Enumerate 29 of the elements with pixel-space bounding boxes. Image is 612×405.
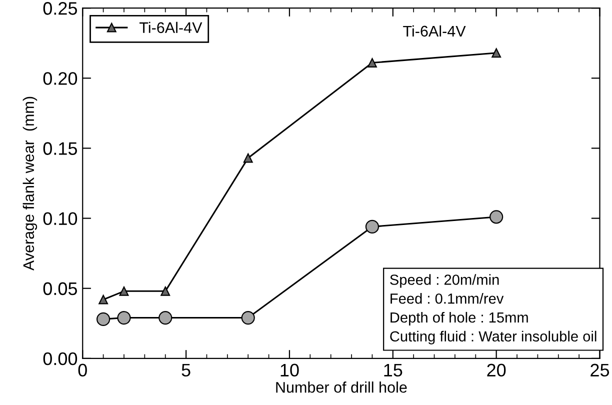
y-tick-label: 0.15: [43, 142, 78, 155]
y-axis-title: Average flank wear (mm): [22, 96, 38, 271]
point: [365, 220, 380, 234]
point: [96, 312, 110, 326]
point: [119, 286, 129, 296]
point: [158, 310, 172, 325]
x-tick-label: 0: [78, 364, 87, 377]
point: [243, 153, 253, 163]
point: [490, 210, 504, 224]
y-tick-label: 0.05: [43, 282, 78, 296]
point: [241, 310, 255, 325]
y-tick-label: 0.20: [43, 72, 78, 85]
point: [160, 286, 170, 296]
x-tick-label: 5: [182, 364, 190, 377]
y-tick-label: 0.25: [43, 2, 78, 15]
y-tick-label: 0.00: [43, 352, 78, 366]
x-tick-label: 10: [280, 364, 299, 377]
point: [98, 294, 108, 304]
annotation: Speed : 20m/min Feed : 0.1mm/rev Depth of hole : 15mm Cutting fluid : Water insoluble oil: [390, 274, 596, 344]
point: [117, 310, 131, 325]
x-tick-label: 25: [590, 364, 610, 377]
point: [492, 48, 502, 58]
x-tick-label: 15: [384, 364, 402, 377]
y-tick-label: 0.10: [43, 212, 78, 226]
legend-label: Ti-6Al-4V: [139, 22, 202, 34]
x-tick-label: 20: [487, 364, 506, 377]
annotation: Ti-6Al-4V: [403, 25, 466, 37]
x-axis-title: Number of drill hole: [276, 382, 407, 393]
point: [367, 58, 377, 68]
